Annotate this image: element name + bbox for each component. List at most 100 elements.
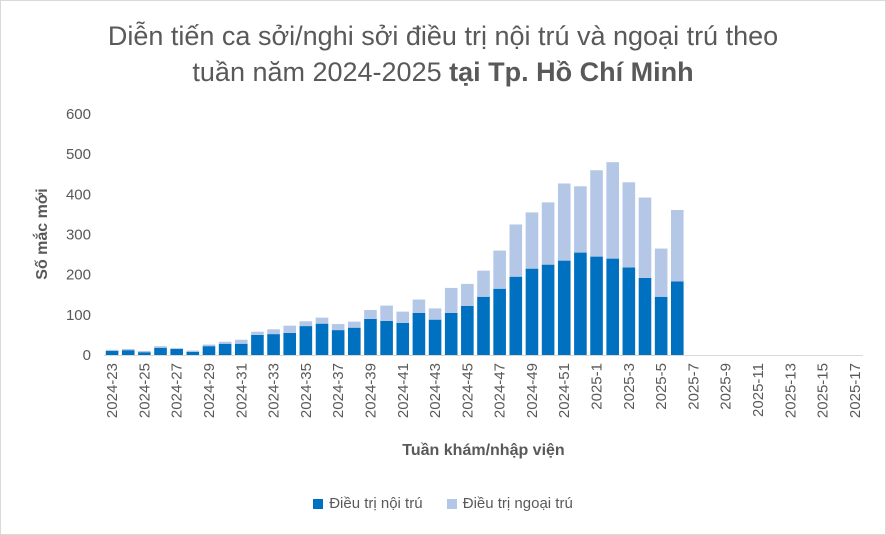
bar-outpatient (105, 349, 119, 351)
bar-inpatient (493, 288, 506, 355)
bar-inpatient (541, 264, 555, 356)
bar-inpatient (590, 256, 603, 355)
bar-outpatient (331, 324, 345, 331)
bar-inpatient (477, 296, 490, 355)
bar-outpatient (251, 331, 264, 335)
bar-outpatient (477, 270, 490, 297)
bar-inpatient (251, 334, 264, 355)
bar-outpatient (121, 348, 135, 351)
bar-outpatient (509, 224, 523, 277)
bar-outpatient (654, 248, 668, 297)
bar-inpatient (525, 268, 539, 355)
x-tick-label: 2024-51 (556, 363, 573, 418)
legend-label-inpatient: Điều trị nội trú (329, 495, 423, 512)
chart-title-line2-bold: tại Tp. Hồ Chí Minh (449, 57, 694, 87)
x-tick-label: 2025-15 (815, 363, 832, 418)
bar-outpatient (364, 310, 377, 319)
x-tick-label: 2024-25 (136, 363, 153, 418)
bar-inpatient (234, 343, 248, 355)
legend-label-outpatient: Điều trị ngoại trú (462, 495, 573, 512)
bar-outpatient (186, 350, 200, 352)
x-tick-label: 2025-1 (589, 363, 606, 410)
y-tick-label: 200 (66, 267, 91, 284)
x-tick-label: 2025-11 (750, 363, 767, 417)
bar-inpatient (412, 312, 426, 355)
bar-inpatient (654, 296, 668, 355)
bar-inpatient (444, 312, 458, 355)
bar-inpatient (154, 347, 167, 355)
chart-title-line2-plain: tuần năm 2024-2025 (192, 57, 450, 87)
legend: Điều trị nội trú Điều trị ngoại trú (1, 495, 885, 513)
bar-outpatient (428, 308, 442, 320)
bar-inpatient (622, 267, 636, 355)
bar-inpatient (380, 320, 393, 355)
bar-inpatient (638, 277, 652, 355)
x-tick-label: 2024-43 (427, 363, 444, 418)
bar-inpatient (299, 326, 313, 355)
bar-outpatient (606, 162, 619, 259)
bar-inpatient (606, 258, 619, 355)
bar-outpatient (638, 197, 652, 278)
y-tick-label: 100 (66, 307, 91, 324)
bar-outpatient (218, 341, 232, 344)
x-axis-title: Tuần khám/nhập viện (402, 442, 564, 459)
bar-inpatient (121, 350, 135, 355)
bar-outpatient (202, 344, 216, 347)
bar-outpatient (590, 170, 603, 257)
bar-inpatient (396, 322, 410, 355)
x-tick-label: 2024-35 (298, 363, 315, 418)
bar-inpatient (509, 276, 523, 355)
x-tick-label: 2025-7 (685, 363, 702, 410)
x-tick-label: 2025-5 (653, 363, 670, 410)
legend-swatch-outpatient (446, 498, 457, 509)
bar-outpatient (315, 317, 329, 324)
y-tick-label: 300 (66, 227, 91, 244)
bar-outpatient (154, 346, 167, 348)
y-tick-label: 600 (66, 106, 91, 123)
bar-inpatient (574, 252, 587, 355)
y-tick-label: 500 (66, 146, 91, 163)
legend-item-inpatient: Điều trị nội trú (313, 495, 423, 512)
chart-title-line2: tuần năm 2024-2025 tại Tp. Hồ Chí Minh (1, 55, 885, 89)
bar-inpatient (283, 332, 297, 355)
chart-title-line1: Diễn tiến ca sởi/nghi sởi điều trị nội t… (107, 21, 779, 51)
bar-inpatient (331, 330, 345, 355)
bar-outpatient (283, 325, 297, 333)
x-tick-label: 2025-9 (718, 363, 735, 410)
bar-inpatient (428, 319, 442, 355)
y-axis-title: Số mắc mới (32, 188, 51, 279)
bar-outpatient (541, 202, 555, 265)
legend-item-outpatient: Điều trị ngoại trú (446, 495, 573, 512)
bar-outpatient (299, 321, 313, 327)
bar-outpatient (444, 287, 458, 313)
y-tick-label: 400 (66, 186, 91, 203)
x-tick-label: 2024-27 (169, 363, 186, 418)
bar-inpatient (202, 346, 216, 355)
bar-inpatient (218, 343, 232, 355)
bar-inpatient (670, 281, 684, 355)
bar-inpatient (315, 323, 329, 355)
bar-outpatient (493, 250, 506, 289)
x-tick-label: 2024-39 (362, 363, 379, 418)
bar-inpatient (170, 348, 183, 355)
bar-inpatient (138, 352, 151, 355)
x-tick-label: 2024-29 (201, 363, 218, 418)
x-tick-label: 2024-37 (330, 363, 347, 418)
bar-outpatient (267, 329, 280, 335)
x-tick-label: 2024-23 (104, 363, 121, 418)
legend-swatch-inpatient (313, 498, 324, 509)
bar-inpatient (186, 351, 200, 355)
y-tick-label: 0 (83, 347, 91, 364)
bar-inpatient (557, 260, 571, 355)
x-tick-label: 2024-47 (492, 363, 509, 418)
bar-outpatient (574, 186, 587, 253)
bar-outpatient (670, 210, 684, 282)
x-tick-label: 2025-17 (847, 363, 864, 418)
x-tick-label: 2025-3 (621, 363, 638, 410)
x-tick-label: 2024-45 (459, 363, 476, 418)
bar-outpatient (622, 182, 636, 268)
x-tick-label: 2024-41 (395, 363, 412, 418)
x-tick-label: 2024-49 (524, 363, 541, 418)
